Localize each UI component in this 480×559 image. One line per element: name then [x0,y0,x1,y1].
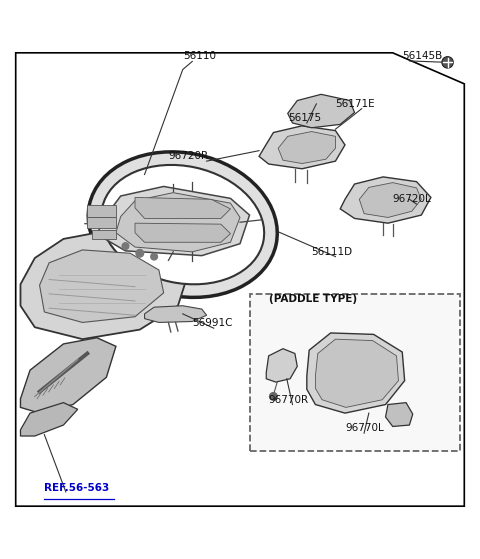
Polygon shape [135,197,230,219]
Polygon shape [21,402,78,436]
Polygon shape [266,349,297,382]
Ellipse shape [88,152,277,297]
Polygon shape [360,183,421,217]
Polygon shape [21,232,188,339]
Text: 96770R: 96770R [269,395,309,405]
Polygon shape [116,193,240,252]
Polygon shape [307,333,405,413]
Ellipse shape [101,165,264,285]
Circle shape [136,249,144,257]
Bar [250,294,459,451]
Text: 96720R: 96720R [168,151,208,161]
Polygon shape [21,338,116,413]
Polygon shape [259,126,345,169]
Polygon shape [340,177,431,223]
Text: 56111D: 56111D [312,247,353,257]
Bar [87,217,116,228]
Text: REF.56-563: REF.56-563 [44,484,109,493]
Polygon shape [144,306,206,323]
Text: 56175: 56175 [288,113,321,123]
Text: (PADDLE TYPE): (PADDLE TYPE) [269,295,357,304]
Text: 96770L: 96770L [345,423,384,433]
Circle shape [151,253,157,260]
Polygon shape [315,339,398,408]
Bar [92,230,116,239]
Polygon shape [135,223,230,242]
Polygon shape [278,131,336,164]
Text: 56110: 56110 [183,51,216,61]
Text: 96720L: 96720L [393,194,432,204]
Circle shape [270,392,277,400]
Polygon shape [97,187,250,255]
Polygon shape [385,402,413,427]
Polygon shape [39,250,164,323]
Text: 56145B: 56145B [402,51,443,61]
Circle shape [122,243,129,249]
Bar [87,205,116,216]
Circle shape [442,56,453,68]
Polygon shape [288,94,355,128]
Text: 56171E: 56171E [336,98,375,108]
Text: 56991C: 56991C [192,318,233,328]
